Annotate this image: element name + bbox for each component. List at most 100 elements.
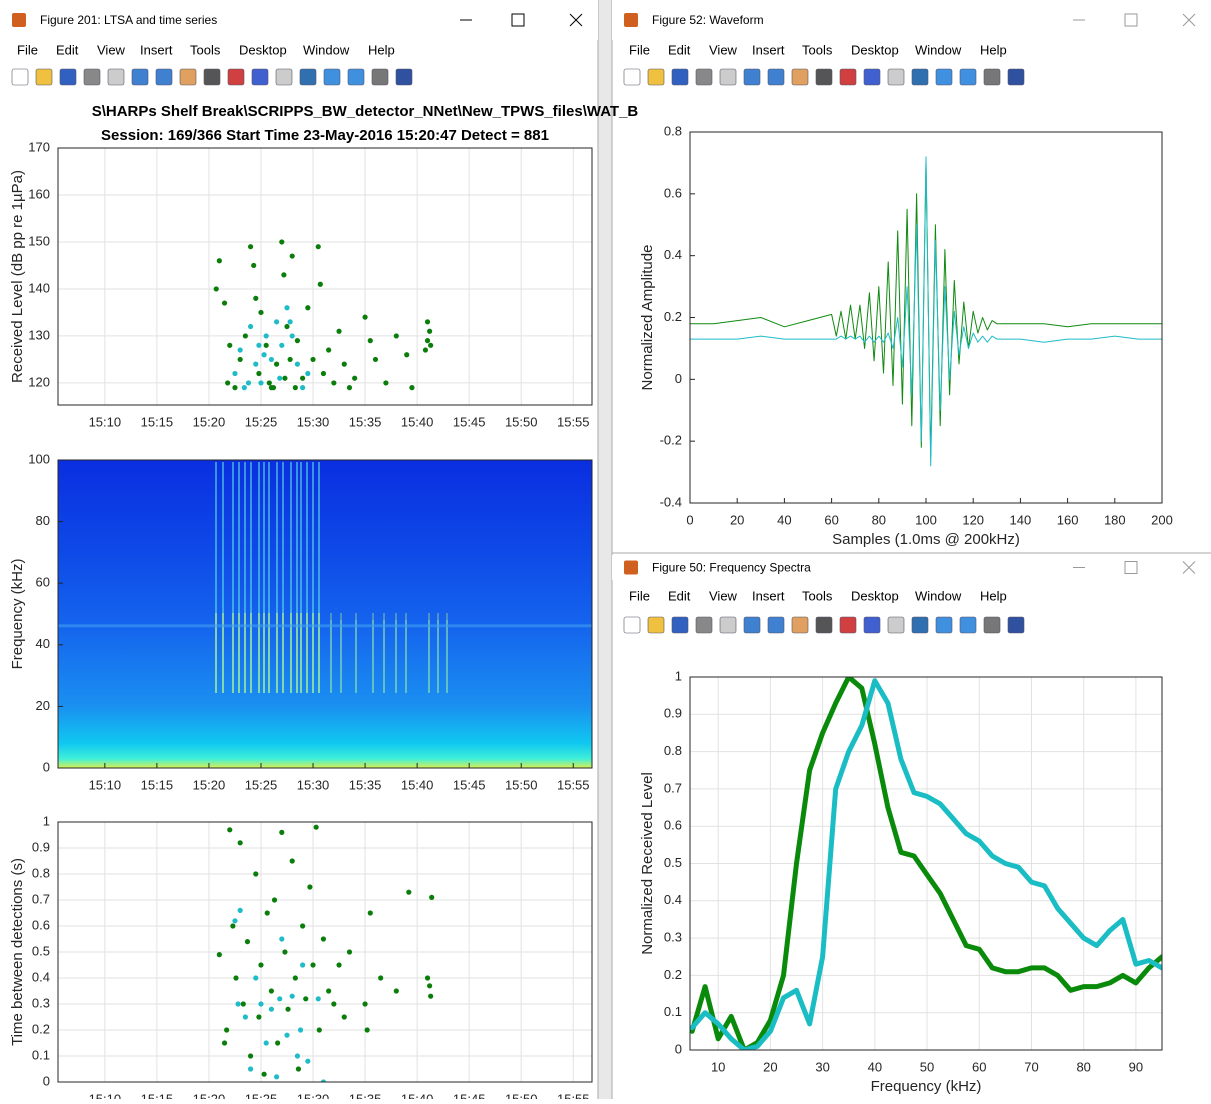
toolbar-button[interactable] (60, 69, 76, 85)
toolbar-button[interactable] (864, 617, 880, 633)
toolbar-button[interactable] (252, 69, 268, 85)
toolbar-button[interactable] (816, 617, 832, 633)
menu-item[interactable]: Insert (140, 42, 173, 57)
menu-item[interactable]: Desktop (239, 42, 287, 57)
y-axis-label: Normalized Amplitude (639, 245, 656, 391)
data-point (267, 380, 272, 385)
window-title: Figure 50: Frequency Spectra (652, 561, 811, 575)
menu-item[interactable]: View (709, 42, 738, 57)
toolbar-button[interactable] (108, 69, 124, 85)
toolbar-button[interactable] (12, 69, 28, 85)
x-tick-label: 60 (824, 512, 838, 527)
toolbar-button[interactable] (624, 69, 640, 85)
toolbar-button[interactable] (204, 69, 220, 85)
toolbar-button[interactable] (936, 617, 952, 633)
toolbar-button[interactable] (720, 69, 736, 85)
toolbar-button[interactable] (816, 69, 832, 85)
menu-item[interactable]: Window (915, 588, 962, 603)
toolbar-button[interactable] (696, 69, 712, 85)
chart-subtitle: Session: 169/366 Start Time 23-May-2016 … (101, 127, 549, 144)
menu-item[interactable]: Edit (56, 42, 79, 57)
toolbar-button[interactable] (936, 69, 952, 85)
data-point (347, 949, 352, 954)
menu-item[interactable]: Tools (802, 42, 833, 57)
data-point (394, 333, 399, 338)
menu-item[interactable]: Insert (752, 42, 785, 57)
menu-item[interactable]: Edit (668, 588, 691, 603)
menu-item[interactable]: File (17, 42, 38, 57)
toolbar-button[interactable] (912, 69, 928, 85)
toolbar-button[interactable] (984, 69, 1000, 85)
x-tick-label: 160 (1057, 512, 1079, 527)
window-icon (624, 561, 638, 575)
toolbar-button[interactable] (960, 69, 976, 85)
toolbar-button[interactable] (84, 69, 100, 85)
toolbar-button[interactable] (672, 69, 688, 85)
menu-item[interactable]: Tools (802, 588, 833, 603)
toolbar-button[interactable] (744, 69, 760, 85)
toolbar-button[interactable] (888, 69, 904, 85)
menu-item[interactable]: Desktop (851, 588, 899, 603)
toolbar-button[interactable] (624, 617, 640, 633)
toolbar-button[interactable] (984, 617, 1000, 633)
toolbar-button[interactable] (324, 69, 340, 85)
toolbar-button[interactable] (1008, 617, 1024, 633)
menu-item[interactable]: Window (915, 42, 962, 57)
toolbar-button[interactable] (276, 69, 292, 85)
toolbar-button[interactable] (672, 617, 688, 633)
menu-item[interactable]: Tools (190, 42, 221, 57)
toolbar-button[interactable] (348, 69, 364, 85)
toolbar-button[interactable] (864, 69, 880, 85)
toolbar-button[interactable] (912, 617, 928, 633)
data-point (288, 319, 293, 324)
y-tick-label: 0.4 (664, 247, 682, 262)
menu-item[interactable]: Window (303, 42, 350, 57)
toolbar-button[interactable] (36, 69, 52, 85)
noise-band (58, 624, 592, 627)
toolbar-button[interactable] (744, 617, 760, 633)
menu-item[interactable]: View (97, 42, 126, 57)
x-tick-label: 15:15 (141, 777, 174, 792)
toolbar-button[interactable] (768, 617, 784, 633)
data-point (290, 253, 295, 258)
toolbar-button[interactable] (132, 69, 148, 85)
toolbar-button[interactable] (888, 617, 904, 633)
toolbar-button[interactable] (648, 69, 664, 85)
x-tick-label: 200 (1151, 512, 1173, 527)
data-point (248, 244, 253, 249)
menu-item[interactable]: Help (980, 588, 1007, 603)
toolbar-button[interactable] (960, 617, 976, 633)
y-tick-label: 0.9 (664, 706, 682, 721)
toolbar-button[interactable] (768, 69, 784, 85)
toolbar-button[interactable] (792, 617, 808, 633)
menu-item[interactable]: Insert (752, 588, 785, 603)
toolbar-button[interactable] (840, 69, 856, 85)
x-tick-label: 60 (972, 1059, 986, 1074)
menu-item[interactable]: Edit (668, 42, 691, 57)
toolbar-button[interactable] (396, 69, 412, 85)
toolbar-button[interactable] (648, 617, 664, 633)
toolbar-button[interactable] (300, 69, 316, 85)
x-tick-label: 15:50 (505, 777, 538, 792)
menu-item[interactable]: View (709, 588, 738, 603)
toolbar-button[interactable] (792, 69, 808, 85)
toolbar-button[interactable] (156, 69, 172, 85)
toolbar-button[interactable] (696, 617, 712, 633)
toolbar-button[interactable] (372, 69, 388, 85)
menu-item[interactable]: Help (368, 42, 395, 57)
data-point (293, 975, 298, 980)
toolbar-button[interactable] (1008, 69, 1024, 85)
menu-item[interactable]: Help (980, 42, 1007, 57)
menu-item[interactable]: Desktop (851, 42, 899, 57)
data-point (272, 897, 277, 902)
data-point (428, 994, 433, 999)
toolbar-button[interactable] (180, 69, 196, 85)
toolbar-button[interactable] (228, 69, 244, 85)
menu-item[interactable]: File (629, 588, 650, 603)
chart: 02040608010015:1015:1515:2015:2515:3015:… (9, 451, 592, 792)
data-point (222, 1040, 227, 1045)
toolbar-button[interactable] (720, 617, 736, 633)
data-point (404, 352, 409, 357)
toolbar-button[interactable] (840, 617, 856, 633)
menu-item[interactable]: File (629, 42, 650, 57)
